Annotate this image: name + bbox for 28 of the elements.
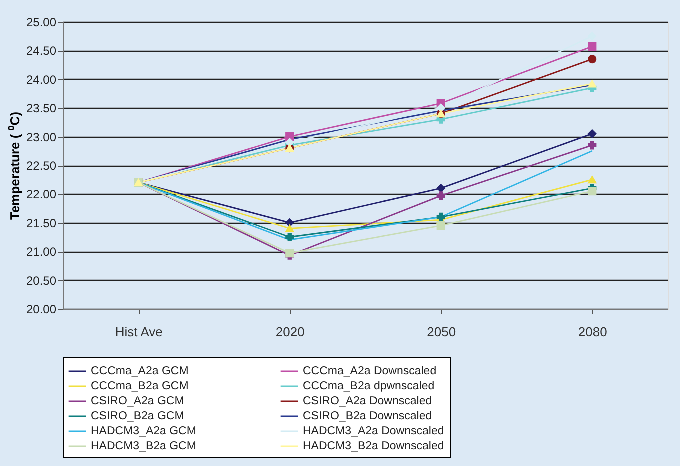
legend-label: CCCma_B2a GCM <box>91 380 189 392</box>
y-tick-label: 21.50 <box>26 216 57 230</box>
legend-label: CCCma_B2a dpwnscaled <box>303 380 435 392</box>
x-tick-label: 2050 <box>427 324 456 340</box>
legend-label: CSIRO_B2a Downscaled <box>303 410 432 422</box>
legend-label: CCCma_A2a GCM <box>91 366 189 378</box>
legend-label: CSIRO_A2a Downscaled <box>303 396 432 408</box>
y-tick-label: 20.50 <box>26 274 57 288</box>
legend-label: CSIRO_B2a GCM <box>91 410 184 422</box>
y-tick-label: 22.50 <box>26 159 57 173</box>
legend-label: HADCM3_B2a GCM <box>91 440 196 452</box>
y-tick-label: 22.00 <box>26 188 57 202</box>
y-tick-label: 21.00 <box>26 245 57 260</box>
legend-label: CSIRO_A2a GCM <box>91 396 184 408</box>
y-axis-title: Temperature ( ⁰C) <box>7 112 22 220</box>
legend-label: HADCM3_B2a Downscaled <box>303 440 444 452</box>
legend-label: HADCM3_A2a Downscaled <box>303 426 444 438</box>
legend-label: HADCM3_A2a GCM <box>91 426 196 438</box>
y-tick-label: 23.00 <box>26 130 57 144</box>
x-tick-label: 2020 <box>276 324 305 340</box>
y-tick-label: 24.00 <box>26 72 57 87</box>
legend-label: CCCma_A2a Downscaled <box>303 366 437 378</box>
y-tick-label: 23.50 <box>26 102 57 116</box>
x-tick-label: 2080 <box>578 324 608 340</box>
y-tick-label: 20.00 <box>26 302 57 316</box>
y-tick-label: 25.00 <box>26 16 57 30</box>
x-tick-label: Hist Ave <box>115 324 163 340</box>
y-tick-label: 24.50 <box>26 44 57 58</box>
